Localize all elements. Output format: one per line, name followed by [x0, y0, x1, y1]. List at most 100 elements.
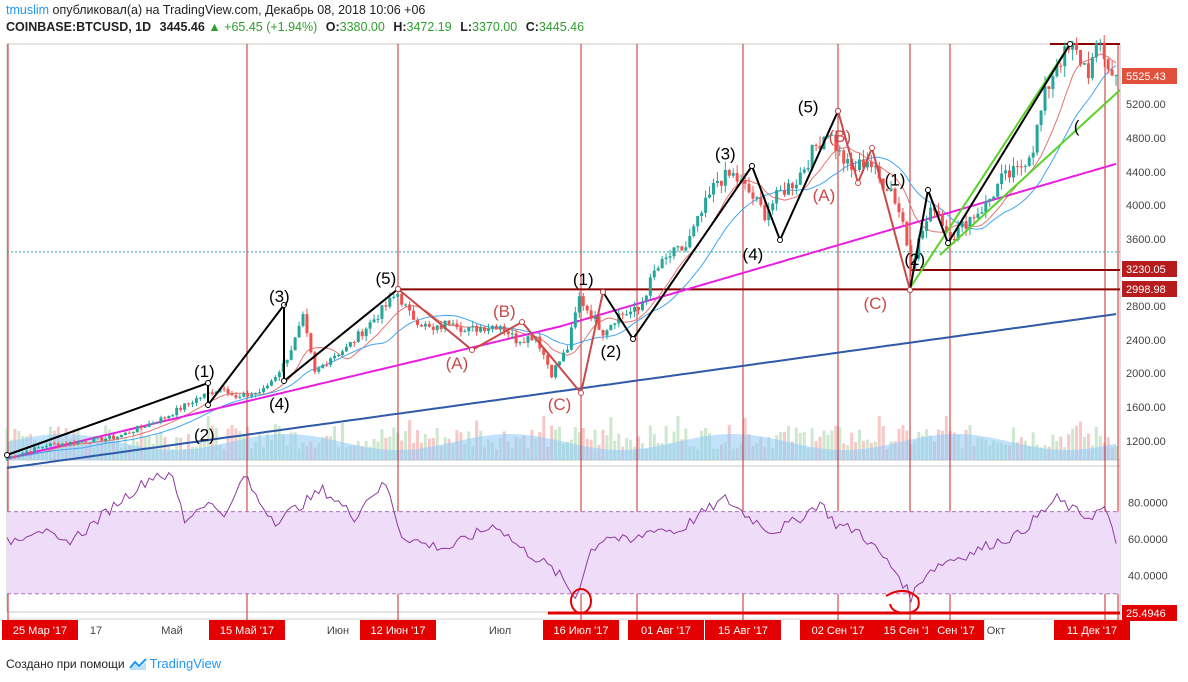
wave-point — [205, 380, 211, 386]
candle-body — [1000, 173, 1004, 185]
candle-body — [775, 190, 779, 204]
rsi-tick-label: 60.0000 — [1128, 534, 1168, 546]
candle-body — [826, 135, 830, 137]
volume-bar — [617, 433, 621, 460]
candle-body — [861, 159, 865, 168]
wave-label-black: (5) — [798, 97, 819, 116]
candle-body — [202, 393, 206, 398]
candle-body — [226, 389, 230, 394]
volume-bar — [408, 420, 412, 460]
candle-body — [1055, 65, 1059, 77]
candle-body — [577, 296, 581, 313]
candle-body — [198, 397, 202, 399]
rsi-low-circle — [570, 588, 592, 614]
wave-point — [907, 287, 913, 293]
volume-bar — [648, 425, 652, 460]
candle-body — [510, 333, 514, 335]
candle-body — [652, 270, 656, 278]
candle-body — [380, 305, 384, 319]
price-tick-label: 3600.00 — [1126, 234, 1166, 246]
volume-bar — [1075, 425, 1079, 460]
candle-body — [814, 144, 818, 146]
candle-body — [680, 246, 684, 251]
candle-body — [262, 388, 266, 393]
candle-body — [636, 307, 640, 311]
date-tag-label: 01 Авг '17 — [641, 625, 691, 637]
price-tick-label: 5200.00 — [1126, 99, 1166, 111]
candle-body — [443, 320, 447, 330]
candle-body — [676, 246, 680, 248]
candle-body — [569, 327, 573, 350]
volume-bar — [179, 437, 183, 460]
candle-body — [956, 227, 960, 240]
channel-upper-line — [909, 43, 1071, 289]
price-tick-label: 4000.00 — [1126, 200, 1166, 212]
candle-body — [802, 169, 806, 173]
low-label: L: — [460, 20, 473, 34]
candle-body — [368, 322, 372, 329]
candle-body — [593, 316, 597, 319]
candle-body — [258, 392, 262, 394]
candle-body — [546, 354, 550, 365]
candle-body — [869, 161, 873, 168]
candle-body — [759, 197, 763, 205]
rsi-low-circle — [885, 590, 920, 615]
symbol-label[interactable]: COINBASE:BTCUSD, 1D — [6, 20, 152, 34]
close-label: C: — [525, 20, 539, 34]
candle-body — [988, 198, 992, 202]
candle-body — [463, 331, 467, 333]
candle-body — [747, 183, 751, 193]
candle-body — [1023, 165, 1027, 167]
candle-body — [415, 319, 419, 325]
candle-body — [921, 230, 925, 239]
volume-bar — [1094, 426, 1098, 460]
date-tag-label: 02 Сен '17 — [812, 625, 865, 637]
volume-bar — [163, 437, 167, 460]
candle-body — [1031, 152, 1035, 158]
candle-body — [850, 158, 854, 170]
candle-body — [838, 150, 842, 152]
author-link[interactable]: tmuslim — [6, 3, 50, 17]
candle-body — [794, 184, 798, 189]
candle-body — [514, 333, 518, 344]
candle-body — [1019, 166, 1023, 168]
candle-body — [700, 212, 704, 216]
volume-bar — [1082, 436, 1086, 460]
volume-bar — [573, 427, 577, 460]
rsi-band — [7, 511, 1120, 594]
volume-bar — [636, 436, 640, 460]
candle-body — [660, 258, 664, 269]
price-change: ▲ +65.45 (+1.94%) — [208, 20, 318, 34]
candle-body — [392, 296, 396, 298]
channel-lower-line — [939, 89, 1121, 256]
candle-body — [60, 443, 64, 446]
candle-body — [656, 268, 660, 271]
candle-body — [337, 354, 341, 356]
candle-body — [1011, 166, 1015, 178]
candle-body — [72, 441, 76, 444]
candle-body — [163, 417, 167, 419]
volume-bar — [625, 438, 629, 460]
tradingview-brand[interactable]: TradingView — [149, 656, 222, 671]
candle-body — [858, 159, 862, 171]
candle-body — [29, 451, 33, 453]
candle-body — [159, 417, 163, 423]
candle-body — [396, 293, 400, 297]
volume-bar — [1051, 434, 1055, 460]
volume-bar — [810, 428, 814, 460]
candle-body — [948, 231, 952, 240]
candle-body — [487, 328, 491, 332]
candle-body — [33, 447, 37, 453]
wave-point — [855, 180, 861, 186]
candle-body — [581, 296, 585, 306]
tradingview-logo-icon — [128, 657, 147, 670]
candle-body — [37, 447, 41, 449]
volume-bar — [423, 434, 427, 460]
price-tag-label: 3230.05 — [1126, 264, 1166, 276]
candle-body — [1039, 110, 1043, 126]
candle-body — [25, 451, 29, 454]
volume-bar — [1031, 432, 1035, 460]
candle-body — [131, 431, 135, 434]
candle-body — [435, 325, 439, 330]
